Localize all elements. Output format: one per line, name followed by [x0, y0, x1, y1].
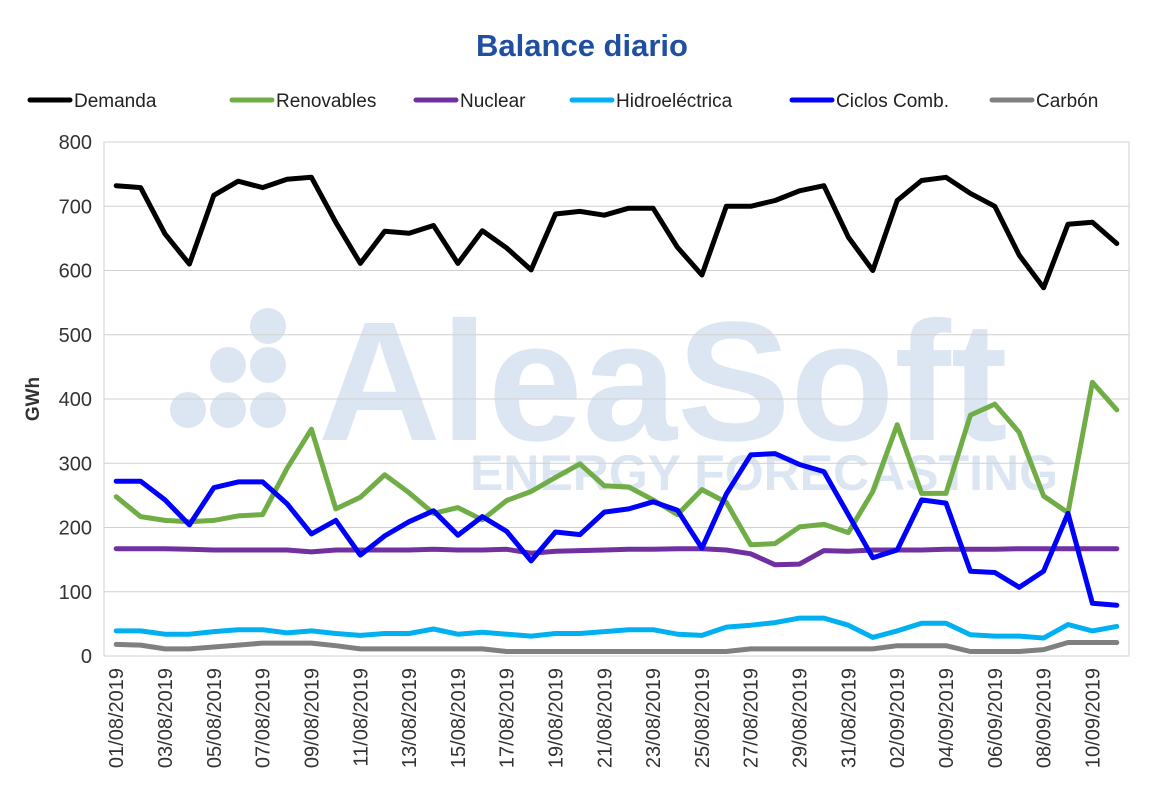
- legend: Demanda Renovables Nuclear Hidroeléctrica Ci…: [27, 91, 1098, 112]
- legend-label: Carbón: [1036, 91, 1098, 112]
- watermark-dot: [250, 347, 286, 383]
- x-tick-label: 05/08/2019: [204, 668, 226, 768]
- x-tick-label: 09/08/2019: [301, 668, 323, 768]
- chart-title: Balance diario: [476, 28, 688, 63]
- x-tick-label: 07/08/2019: [253, 668, 275, 768]
- legend-item: Renovables: [229, 91, 376, 112]
- x-tick-label: 23/08/2019: [643, 668, 665, 768]
- watermark-dot: [210, 347, 246, 383]
- x-axis-ticks: 01/08/2019 03/08/2019 05/08/2019 07/08/2019…: [106, 668, 1104, 768]
- x-tick-label: 11/08/2019: [350, 668, 372, 767]
- y-tick-label: 200: [59, 518, 92, 540]
- legend-label: Demanda: [74, 91, 157, 112]
- y-tick-label: 400: [59, 389, 92, 411]
- legend-item: Nuclear: [413, 91, 526, 112]
- y-tick-label: 800: [59, 132, 92, 154]
- watermark-logo-dots: [170, 308, 286, 428]
- legend-item: Ciclos Comb.: [789, 91, 949, 112]
- legend-item: Hidroeléctrica: [569, 91, 733, 112]
- x-tick-label: 21/08/2019: [594, 668, 616, 768]
- y-tick-label: 300: [59, 453, 92, 475]
- x-tick-label: 08/09/2019: [1034, 668, 1056, 768]
- series-line-demanda: [113, 174, 1120, 291]
- series-line-nuclear: [113, 546, 1120, 568]
- y-axis-ticks: 0 100 200 300 400 500 600 700 800: [59, 132, 92, 668]
- x-tick-label: 10/09/2019: [1082, 668, 1104, 768]
- x-tick-label: 06/09/2019: [985, 668, 1007, 768]
- x-tick-label: 13/08/2019: [399, 668, 421, 768]
- series-line-ciclos-comb: [113, 451, 1120, 608]
- y-tick-label: 0: [81, 646, 92, 668]
- legend-item: Demanda: [27, 91, 157, 112]
- legend-item: Carbón: [989, 91, 1098, 112]
- watermark-dot: [210, 392, 246, 428]
- watermark-dot: [250, 308, 286, 344]
- legend-label: Nuclear: [460, 91, 526, 112]
- series-line-hidroel-ctrica: [113, 615, 1120, 641]
- series-lines: [113, 174, 1120, 654]
- watermark: AleaSoft ENERGY FORECASTING: [170, 287, 1058, 501]
- x-tick-label: 29/08/2019: [790, 668, 812, 768]
- x-tick-label: 01/08/2019: [106, 668, 128, 768]
- plot-frame: [103, 141, 1130, 657]
- series-line-renovables: [113, 379, 1120, 548]
- y-tick-label: 500: [59, 325, 92, 347]
- watermark-main-text: AleaSoft: [318, 287, 1008, 477]
- y-tick-label: 100: [59, 582, 92, 604]
- watermark-dot: [250, 392, 286, 428]
- x-tick-label: 04/09/2019: [936, 668, 958, 768]
- x-tick-label: 17/08/2019: [497, 668, 519, 768]
- y-axis-label: GWh: [23, 377, 44, 421]
- watermark-dot: [170, 392, 206, 428]
- y-tick-label: 700: [59, 196, 92, 218]
- legend-label: Renovables: [276, 91, 376, 112]
- y-tick-label: 600: [59, 261, 92, 283]
- gridlines: [104, 141, 1129, 657]
- x-tick-label: 31/08/2019: [838, 668, 860, 768]
- x-tick-label: 02/09/2019: [887, 668, 909, 768]
- series-line-carb-n: [113, 640, 1120, 654]
- legend-label: Ciclos Comb.: [836, 91, 949, 112]
- x-tick-label: 25/08/2019: [692, 668, 714, 768]
- x-tick-label: 27/08/2019: [741, 668, 763, 768]
- legend-label: Hidroeléctrica: [616, 91, 733, 112]
- x-tick-label: 19/08/2019: [545, 668, 567, 768]
- x-tick-label: 15/08/2019: [448, 668, 470, 768]
- x-tick-label: 03/08/2019: [155, 668, 177, 768]
